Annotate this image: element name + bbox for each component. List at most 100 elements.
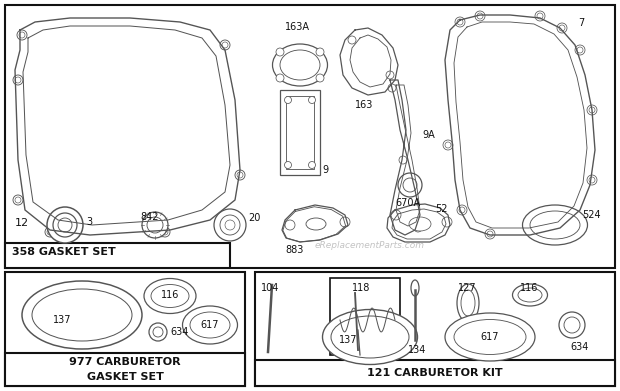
Ellipse shape [190, 312, 230, 338]
Circle shape [13, 195, 23, 205]
Circle shape [459, 207, 465, 213]
Circle shape [45, 227, 55, 237]
Circle shape [225, 210, 235, 220]
Bar [5, 243, 230, 268]
Circle shape [153, 327, 163, 337]
Circle shape [572, 217, 578, 223]
Text: 12: 12 [15, 218, 29, 228]
Ellipse shape [273, 44, 327, 86]
Circle shape [19, 32, 25, 38]
Text: 977 CARBURETOR: 977 CARBURETOR [69, 357, 181, 367]
Circle shape [399, 156, 407, 164]
Circle shape [58, 218, 72, 232]
Ellipse shape [22, 281, 142, 349]
Text: 634: 634 [570, 342, 588, 352]
Circle shape [235, 170, 245, 180]
Ellipse shape [513, 284, 547, 306]
Text: 524: 524 [582, 210, 601, 220]
Circle shape [537, 13, 543, 19]
Text: 3: 3 [86, 217, 92, 227]
Circle shape [475, 11, 485, 21]
Circle shape [386, 71, 394, 79]
Text: 634: 634 [170, 327, 188, 337]
Circle shape [535, 11, 545, 21]
Ellipse shape [523, 205, 588, 245]
Circle shape [285, 97, 291, 104]
Text: 9: 9 [322, 165, 328, 175]
Circle shape [575, 45, 585, 55]
Bar [330, 278, 400, 355]
Ellipse shape [411, 280, 419, 296]
Circle shape [442, 217, 452, 227]
Circle shape [445, 142, 451, 148]
Circle shape [17, 30, 27, 40]
Ellipse shape [461, 290, 475, 316]
Circle shape [403, 178, 417, 192]
Circle shape [142, 212, 168, 238]
Ellipse shape [530, 211, 580, 239]
Text: 127: 127 [458, 283, 477, 293]
Circle shape [222, 42, 228, 48]
Circle shape [220, 40, 230, 50]
Ellipse shape [457, 284, 479, 322]
Circle shape [535, 229, 545, 239]
Circle shape [388, 84, 396, 92]
Circle shape [557, 23, 567, 33]
Circle shape [457, 205, 467, 215]
Text: 7: 7 [578, 18, 584, 28]
Ellipse shape [144, 278, 196, 314]
Circle shape [15, 197, 21, 203]
Text: 121 CARBURETOR KIT: 121 CARBURETOR KIT [367, 368, 503, 378]
Ellipse shape [32, 289, 132, 341]
Circle shape [220, 215, 240, 235]
Circle shape [340, 217, 350, 227]
Bar [5, 353, 245, 386]
Circle shape [47, 229, 53, 235]
Circle shape [348, 36, 356, 44]
Circle shape [285, 161, 291, 169]
Circle shape [443, 140, 453, 150]
Circle shape [587, 105, 597, 115]
Circle shape [398, 173, 422, 197]
Circle shape [577, 47, 583, 53]
Text: 118: 118 [352, 283, 370, 293]
Ellipse shape [182, 306, 237, 344]
Circle shape [149, 323, 167, 341]
Circle shape [47, 207, 83, 243]
Circle shape [589, 177, 595, 183]
Bar [286, 96, 314, 169]
Text: 617: 617 [480, 332, 499, 342]
Bar [5, 5, 615, 268]
Circle shape [227, 212, 233, 218]
Text: 52: 52 [435, 204, 448, 214]
Circle shape [53, 213, 77, 237]
Text: 9A: 9A [422, 130, 435, 140]
Ellipse shape [322, 310, 417, 364]
Circle shape [276, 48, 284, 56]
Text: eReplacementParts.com: eReplacementParts.com [315, 240, 425, 249]
Circle shape [162, 229, 168, 235]
Ellipse shape [518, 288, 542, 302]
Text: 358 GASKET SET: 358 GASKET SET [12, 247, 116, 257]
Ellipse shape [445, 313, 535, 361]
Circle shape [455, 17, 465, 27]
Circle shape [414, 224, 422, 232]
Circle shape [285, 220, 295, 230]
Circle shape [309, 161, 316, 169]
Circle shape [487, 231, 493, 237]
Text: 670A: 670A [395, 198, 420, 208]
Bar [255, 272, 615, 386]
Circle shape [316, 74, 324, 82]
Circle shape [316, 48, 324, 56]
Circle shape [559, 25, 565, 31]
Ellipse shape [409, 217, 431, 231]
Circle shape [147, 217, 163, 233]
Text: 617: 617 [201, 320, 219, 330]
Text: 134: 134 [408, 345, 427, 355]
Text: 137: 137 [53, 315, 71, 325]
Circle shape [457, 19, 463, 25]
Text: 842: 842 [140, 212, 159, 222]
Bar [255, 360, 615, 386]
Circle shape [477, 13, 483, 19]
Circle shape [589, 107, 595, 113]
